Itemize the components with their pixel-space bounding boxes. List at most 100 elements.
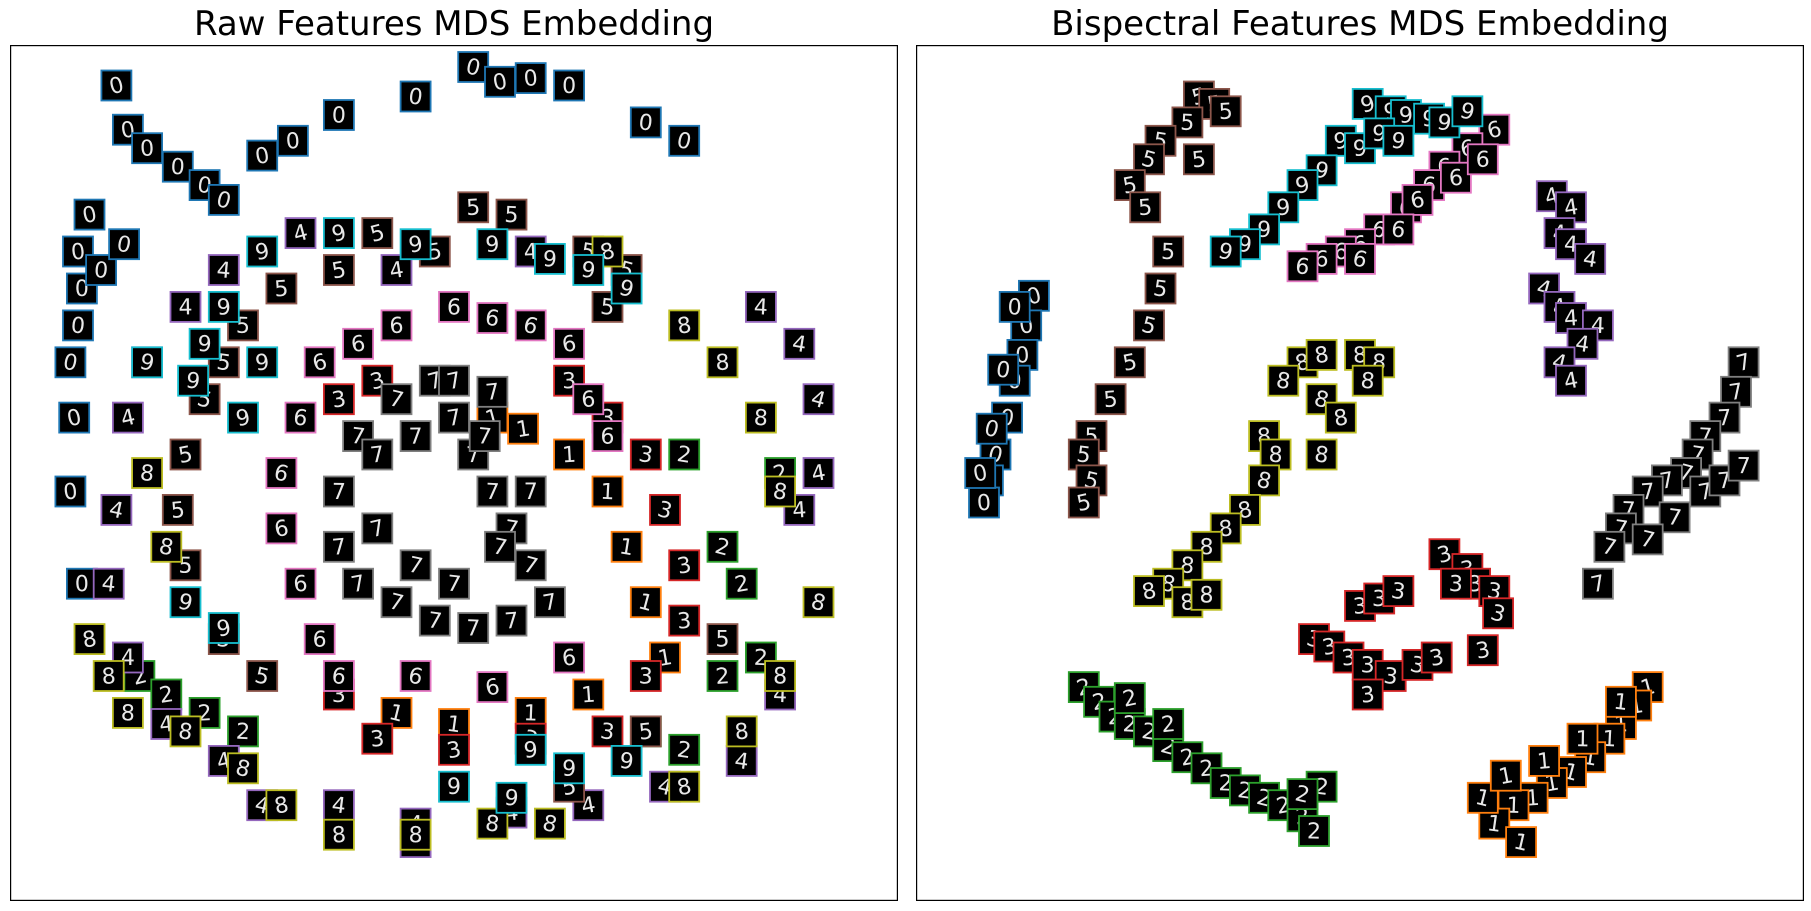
digit-thumbnail-frame [1631,523,1664,556]
digit-0-thumbnail: 0 [975,412,1008,445]
left-chart-title: Raw Features MDS Embedding [193,4,715,44]
digit-8-thumbnail: 8 [1133,575,1165,607]
digit-thumbnail-frame [265,272,298,305]
digit-6-thumbnail: 6 [1478,113,1511,146]
digit-3-thumbnail: 3 [629,438,662,471]
digit-thumbnail-frame [476,228,509,261]
digit-thumbnail-glyph: 0 [562,74,576,99]
digit-thumbnail-glyph: 7 [541,590,559,617]
digit-thumbnail-glyph: 9 [503,786,520,812]
digit-thumbnail-frame [1605,685,1637,718]
digit-thumbnail-frame [572,254,605,286]
digit-1-thumbnail: 1 [1505,826,1537,858]
digit-thumbnail-frame [725,715,758,748]
digit-thumbnail-frame [169,438,202,471]
digit-0-thumbnail: 0 [553,69,585,102]
digit-thumbnail-frame [399,420,432,453]
digit-thumbnail-frame [706,660,739,692]
digit-thumbnail-frame [361,512,394,545]
digit-thumbnail-frame [1382,575,1415,607]
digit-thumbnail-frame [484,530,516,563]
digit-thumbnail-frame [438,401,470,434]
digit-9-thumbnail: 9 [1451,95,1484,128]
digit-thumbnail-glyph: 4 [753,295,768,321]
digit-0-thumbnail: 0 [668,124,701,157]
digit-thumbnail-glyph: 0 [80,202,99,229]
digit-0-thumbnail: 0 [58,401,91,434]
digit-4-thumbnail: 4 [802,457,835,489]
digit-4-thumbnail: 4 [92,567,125,600]
digit-6-thumbnail: 6 [265,457,298,489]
right-chart-title: Bispectral Features MDS Embedding [1051,4,1669,44]
digit-thumbnail-glyph: 4 [733,749,750,776]
digit-7-thumbnail: 7 [1593,530,1626,563]
digit-thumbnail-glyph: 5 [1191,147,1208,173]
digit-thumbnail-frame [629,438,662,471]
digit-0-thumbnail: 0 [54,475,87,508]
digit-thumbnail-glyph: 9 [562,757,576,782]
digit-1-thumbnail: 1 [1489,759,1522,792]
digit-thumbnail-frame [1113,682,1146,714]
digit-thumbnail-frame [476,375,509,408]
digit-thumbnail-frame [62,309,94,342]
digit-thumbnail-frame [553,438,585,471]
digit-thumbnail-glyph: 1 [523,701,538,726]
digit-thumbnail-glyph: 6 [1390,217,1407,244]
digit-8-thumbnail: 8 [227,752,259,785]
digit-thumbnail-glyph: 4 [118,405,137,433]
digit-thumbnail-frame [188,327,221,360]
digit-thumbnail-glyph: 8 [1254,468,1274,496]
digit-thumbnail-glyph: 4 [810,460,828,487]
digit-thumbnail-glyph: 0 [75,572,89,597]
digit-thumbnail-frame [745,290,777,323]
digit-thumbnail-frame [177,364,210,397]
digit-thumbnail-frame [468,420,501,453]
digit-5-thumbnail: 5 [246,660,279,692]
digit-thumbnail-glyph: 9 [215,615,234,642]
digit-thumbnail-glyph: 1 [1497,763,1516,790]
digit-thumbnail-glyph: 0 [214,187,234,215]
digit-thumbnail-glyph: 9 [523,738,539,764]
digit-thumbnail-glyph: 9 [1457,98,1477,126]
digit-9-thumbnail: 9 [1382,124,1415,157]
digit-thumbnail-frame [1528,745,1560,777]
digit-thumbnail-frame [764,660,796,692]
digit-6-thumbnail: 6 [514,309,547,342]
digit-thumbnail-frame [514,475,547,508]
digit-7-thumbnail: 7 [476,375,509,408]
digit-thumbnail-glyph: 7 [1638,527,1657,555]
digit-thumbnail-frame [725,567,758,600]
digit-9-thumbnail: 9 [553,752,585,785]
digit-0-thumbnail: 0 [100,69,133,102]
digit-thumbnail-frame [207,290,240,323]
digit-thumbnail-frame [802,457,835,489]
digit-thumbnail-frame [964,457,997,489]
digit-thumbnail-glyph: 2 [733,571,751,598]
digit-thumbnail-glyph: 3 [637,442,655,469]
digit-thumbnail-frame [783,327,816,360]
digit-5-thumbnail: 5 [1133,309,1165,342]
digit-3-thumbnail: 3 [649,493,681,526]
digit-thumbnail-frame [476,302,509,334]
digit-thumbnail-glyph: 1 [1511,829,1530,857]
digit-thumbnail-frame [572,383,605,416]
digit-thumbnail-glyph: 1 [445,712,462,739]
digit-thumbnail-frame [438,567,470,600]
digit-thumbnail-frame [322,99,355,131]
digit-4-thumbnail: 4 [207,254,240,286]
digit-8-thumbnail: 8 [476,807,509,840]
digit-thumbnail-glyph: 6 [483,306,501,333]
digit-7-thumbnail: 7 [399,549,432,582]
digit-thumbnail-glyph: 7 [332,480,346,505]
digit-2-thumbnail: 2 [706,660,739,692]
digit-thumbnail-glyph: 8 [157,534,176,561]
digit-4-thumbnail: 4 [1555,364,1587,397]
digit-thumbnail-frame [1248,464,1281,497]
digit-2-thumbnail: 2 [1152,708,1185,740]
digit-9-thumbnail: 9 [177,364,210,397]
digit-thumbnail-glyph: 5 [1139,146,1159,174]
digit-7-thumbnail: 7 [342,420,375,453]
digit-3-thumbnail: 3 [322,383,355,416]
digit-thumbnail-glyph: 1 [581,683,597,709]
digit-9-thumbnail: 9 [572,254,605,286]
